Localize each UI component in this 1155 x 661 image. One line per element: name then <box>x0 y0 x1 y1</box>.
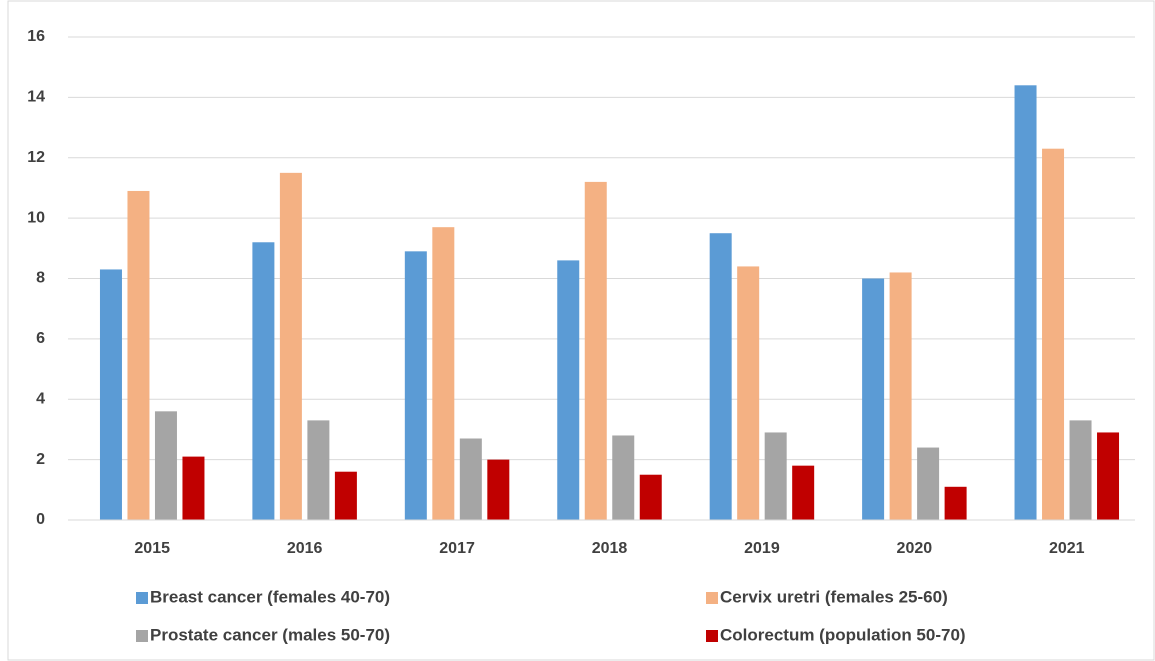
x-tick-label: 2020 <box>897 540 933 557</box>
bar <box>584 181 607 520</box>
bar <box>404 251 427 521</box>
chart-frame <box>7 0 1155 661</box>
bar <box>487 459 510 520</box>
x-tick-label: 2015 <box>134 540 170 557</box>
bar <box>612 435 635 520</box>
bar <box>154 411 177 520</box>
bar <box>639 474 662 520</box>
x-tick-label: 2019 <box>744 540 780 557</box>
bar <box>764 432 787 520</box>
bar <box>307 420 330 520</box>
legend-label: Breast cancer (females 40-70) <box>150 587 390 606</box>
bar <box>182 456 205 520</box>
x-tick-label: 2021 <box>1049 540 1085 557</box>
bar <box>889 272 912 520</box>
y-tick-label: 10 <box>27 209 45 226</box>
bar <box>1014 85 1037 521</box>
legend-label: Cervix uretri (females 25-60) <box>720 587 948 606</box>
x-tick-label: 2017 <box>439 540 475 557</box>
bar <box>252 242 275 520</box>
legend-swatch <box>136 592 148 604</box>
legend-swatch <box>706 630 718 642</box>
bar <box>792 465 815 520</box>
y-tick-label: 16 <box>27 28 45 45</box>
bar <box>862 278 885 520</box>
bar <box>279 172 302 520</box>
bar <box>557 260 580 520</box>
legend-label: Colorectum (population 50-70) <box>720 625 966 644</box>
bar <box>917 447 940 520</box>
legend-label: Prostate cancer (males 50-70) <box>150 625 390 644</box>
bar <box>1069 420 1092 520</box>
bar <box>1097 432 1120 520</box>
bar <box>99 269 122 520</box>
y-tick-label: 0 <box>36 511 45 528</box>
bar <box>737 266 760 520</box>
legend-swatch <box>136 630 148 642</box>
bar <box>709 233 732 520</box>
y-tick-label: 2 <box>36 451 45 468</box>
x-tick-label: 2016 <box>287 540 323 557</box>
y-tick-label: 4 <box>36 390 45 407</box>
x-tick-label: 2018 <box>592 540 628 557</box>
bar <box>944 486 967 520</box>
bar <box>432 227 455 520</box>
bar <box>1042 148 1065 520</box>
bar <box>127 190 150 521</box>
y-tick-label: 14 <box>27 89 45 106</box>
bar <box>334 471 357 520</box>
bar <box>459 438 482 520</box>
legend-swatch <box>706 592 718 604</box>
y-tick-label: 12 <box>27 149 45 166</box>
y-tick-label: 6 <box>36 330 45 347</box>
y-tick-label: 8 <box>36 270 45 287</box>
